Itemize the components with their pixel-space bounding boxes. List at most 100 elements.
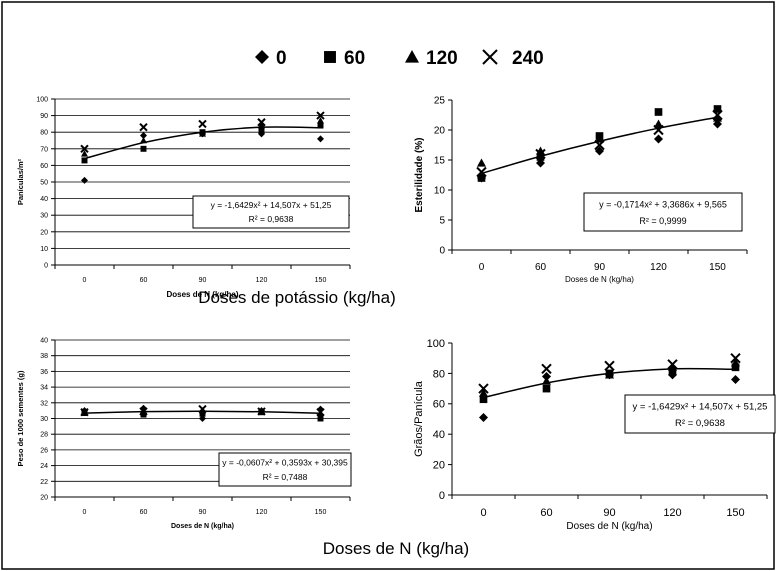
nitrogen-label: Doses de N (kg/ha) bbox=[323, 539, 469, 558]
y-tick-label: 28 bbox=[40, 432, 48, 439]
point bbox=[476, 166, 487, 178]
y-tick-label: 0 bbox=[44, 262, 48, 269]
y-axis-title: Esterilidade (%) bbox=[414, 137, 425, 212]
point bbox=[139, 123, 148, 132]
point bbox=[604, 360, 615, 372]
point bbox=[731, 374, 740, 384]
legend-marker bbox=[255, 50, 269, 64]
y-tick-label: 40 bbox=[433, 429, 445, 441]
point bbox=[258, 127, 265, 134]
y-tick-label: 10 bbox=[434, 186, 446, 197]
point bbox=[199, 410, 206, 417]
x-tick-label: 60 bbox=[535, 262, 547, 273]
x-axis-title: Doses de N (kg/ha) bbox=[565, 275, 634, 284]
point bbox=[654, 108, 663, 116]
y-tick-label: 26 bbox=[40, 447, 48, 454]
x-axis-title: Doses de N (kg/ha) bbox=[166, 290, 238, 299]
y-tick-label: 20 bbox=[434, 126, 446, 137]
y-tick-label: 20 bbox=[40, 494, 48, 501]
point bbox=[199, 130, 206, 137]
y-tick-label: 100 bbox=[36, 96, 48, 103]
y-tick-label: 36 bbox=[40, 369, 48, 376]
x-tick-label: 120 bbox=[256, 509, 268, 516]
y-tick-label: 80 bbox=[40, 130, 48, 137]
y-tick-label: 100 bbox=[427, 338, 445, 350]
point bbox=[731, 358, 740, 367]
y-tick-label: 22 bbox=[40, 479, 48, 486]
x-axis-title: Doses de N (kg/ha) bbox=[566, 521, 652, 532]
x-tick-label: 120 bbox=[650, 262, 667, 273]
point bbox=[477, 174, 486, 182]
y-tick-label: 20 bbox=[433, 459, 445, 471]
x-tick-label: 60 bbox=[140, 509, 148, 516]
x-tick-label: 90 bbox=[594, 262, 606, 273]
point bbox=[257, 118, 266, 127]
trend-line bbox=[483, 367, 736, 399]
potassium-label: Doses de potássio (kg/ha) bbox=[198, 288, 396, 307]
legend-label: 120 bbox=[426, 48, 458, 69]
y-tick-label: 30 bbox=[40, 416, 48, 423]
point bbox=[713, 119, 722, 129]
point bbox=[317, 117, 324, 124]
point bbox=[317, 122, 324, 129]
y-tick-label: 30 bbox=[40, 213, 48, 220]
x-tick-label: 150 bbox=[709, 262, 726, 273]
x-tick-label: 150 bbox=[315, 509, 327, 516]
equation-box bbox=[583, 192, 743, 232]
legend-label: 0 bbox=[276, 48, 287, 69]
trend-line bbox=[84, 410, 321, 414]
point bbox=[542, 371, 551, 381]
legend-marker bbox=[324, 51, 336, 63]
point bbox=[80, 144, 89, 154]
legend-label: 240 bbox=[512, 48, 544, 69]
point bbox=[713, 105, 722, 113]
point bbox=[477, 158, 486, 167]
point bbox=[316, 408, 325, 417]
y-tick-label: 15 bbox=[434, 156, 446, 167]
y-tick-label: 0 bbox=[439, 246, 445, 257]
point bbox=[668, 368, 677, 376]
legend-marker bbox=[482, 49, 498, 65]
x-tick-label: 60 bbox=[140, 277, 148, 284]
point bbox=[654, 134, 663, 144]
point bbox=[654, 119, 663, 128]
point bbox=[81, 157, 88, 164]
x-tick-label: 60 bbox=[540, 507, 552, 519]
y-tick-label: 0 bbox=[439, 490, 445, 502]
point bbox=[317, 135, 324, 143]
x-tick-label: 150 bbox=[315, 277, 327, 284]
point bbox=[731, 363, 740, 372]
y-axis-title: Panículas/m² bbox=[16, 158, 25, 205]
y-tick-label: 34 bbox=[40, 385, 48, 392]
point bbox=[542, 384, 551, 393]
y-tick-label: 10 bbox=[40, 246, 48, 253]
r-squared: R² = 0,9999 bbox=[639, 216, 686, 226]
point bbox=[478, 383, 489, 394]
x-tick-label: 90 bbox=[603, 507, 615, 519]
point bbox=[595, 146, 604, 156]
equation: y = -1,6429x² + 14,507x + 51,25 bbox=[211, 200, 332, 210]
equation: y = -1,6429x² + 14,507x + 51,25 bbox=[633, 401, 768, 412]
point bbox=[667, 359, 678, 370]
y-tick-label: 40 bbox=[40, 337, 48, 344]
y-tick-label: 60 bbox=[433, 399, 445, 411]
point bbox=[479, 412, 488, 422]
point bbox=[81, 150, 88, 157]
y-tick-label: 70 bbox=[40, 146, 48, 153]
y-axis-title: Grãos/Panícula bbox=[413, 380, 425, 457]
equation: y = -0,1714x² + 3,3686x + 9,565 bbox=[599, 199, 727, 209]
x-tick-label: 120 bbox=[256, 277, 268, 284]
equation-box bbox=[192, 195, 350, 229]
equation-box bbox=[624, 394, 776, 434]
point bbox=[479, 395, 488, 404]
point bbox=[730, 352, 741, 364]
legend-marker bbox=[405, 50, 419, 63]
y-tick-label: 25 bbox=[434, 96, 446, 107]
point bbox=[81, 176, 88, 184]
r-squared: R² = 0,9638 bbox=[249, 214, 294, 224]
point bbox=[541, 363, 552, 375]
point bbox=[316, 111, 325, 120]
point bbox=[140, 411, 147, 418]
